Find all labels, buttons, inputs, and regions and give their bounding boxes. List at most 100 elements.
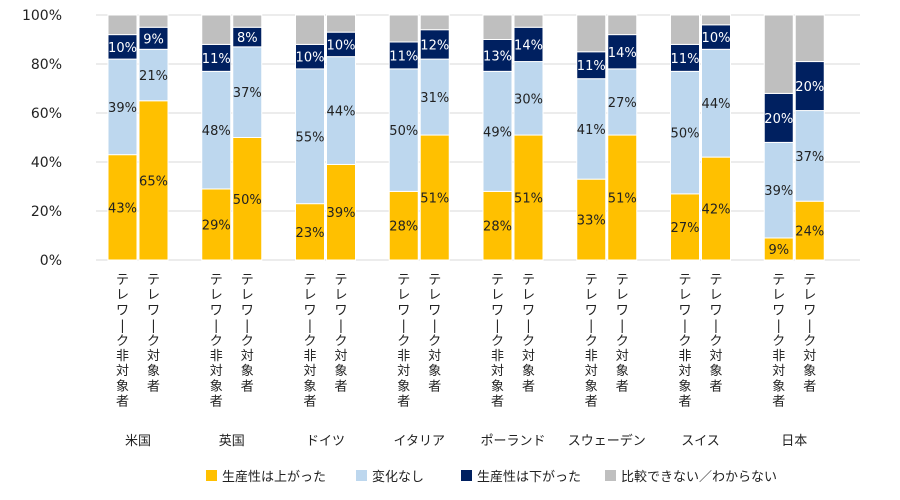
bar-category-label: テレワ|ク対象者 bbox=[522, 273, 535, 394]
data-label: 55% bbox=[296, 130, 325, 145]
bar-category-label: テレワ|ク非対象者 bbox=[210, 273, 223, 410]
bar-segment bbox=[138, 14, 169, 28]
legend-swatch bbox=[206, 470, 217, 481]
bar-category-label: テレワ|ク対象者 bbox=[241, 273, 254, 394]
bar-segment bbox=[482, 39, 513, 72]
bar-category-label: テレワ|ク対象者 bbox=[428, 273, 441, 394]
data-label: 10% bbox=[702, 31, 731, 46]
data-label: 50% bbox=[389, 124, 418, 139]
bar-segment bbox=[607, 14, 638, 36]
bar-segment bbox=[295, 14, 325, 45]
bar-category-label: テレワ|ク非対象者 bbox=[678, 273, 691, 410]
bar-category-label: テレワ|ク非対象者 bbox=[491, 273, 504, 410]
bar-segment bbox=[107, 34, 138, 60]
data-label: 9% bbox=[768, 243, 789, 258]
bar-segment bbox=[763, 92, 794, 143]
bar-segment bbox=[670, 14, 700, 45]
data-label: 50% bbox=[671, 127, 700, 142]
bar-category-label: テレワ|ク対象者 bbox=[803, 273, 816, 394]
bar-segment bbox=[513, 61, 544, 136]
bar-category-label: テレワ|ク対象者 bbox=[147, 273, 160, 394]
bar-segment bbox=[232, 46, 263, 138]
bar-segment bbox=[670, 43, 700, 72]
bar-segment bbox=[107, 14, 138, 36]
y-tick-label: 100% bbox=[22, 8, 62, 24]
bar-segment bbox=[482, 14, 513, 40]
bar-segment bbox=[326, 31, 356, 58]
data-label: 51% bbox=[608, 192, 637, 207]
legend-swatch bbox=[461, 470, 472, 481]
data-label: 10% bbox=[108, 41, 137, 56]
bar-segment bbox=[201, 43, 232, 72]
bar-segment bbox=[326, 163, 356, 261]
data-label: 31% bbox=[420, 91, 449, 106]
bar-segment bbox=[794, 14, 825, 63]
y-tick-label: 60% bbox=[31, 106, 62, 122]
data-label: 14% bbox=[608, 46, 637, 61]
data-label: 12% bbox=[420, 38, 449, 53]
data-label: 20% bbox=[795, 80, 824, 95]
bar-segment bbox=[513, 26, 544, 63]
bars: 43% 39% 10% 65% 21% 9% 29% 48% 11% 50% 37% 8% 23% 55%… bbox=[107, 14, 825, 261]
bar-category-label: テレワ|ク非対象者 bbox=[116, 273, 129, 410]
y-tick-label: 40% bbox=[31, 155, 62, 171]
bar-segment bbox=[794, 61, 825, 112]
data-label: 27% bbox=[608, 96, 637, 111]
bar-segment bbox=[295, 203, 325, 261]
country-label: スイス bbox=[681, 434, 720, 449]
data-label: 33% bbox=[577, 214, 606, 229]
data-label: 13% bbox=[483, 49, 512, 64]
data-label: 41% bbox=[577, 123, 606, 138]
country-label: ポーランド bbox=[480, 434, 545, 449]
data-label: 49% bbox=[483, 125, 512, 140]
bar-segment bbox=[513, 14, 544, 28]
data-label: 10% bbox=[296, 51, 325, 66]
bar-segment bbox=[388, 14, 419, 43]
bar-segment bbox=[670, 70, 700, 195]
data-label: 11% bbox=[202, 52, 231, 67]
bar-category-label: テレワ|ク対象者 bbox=[709, 273, 722, 394]
bar-segment bbox=[201, 188, 232, 261]
data-label: 29% bbox=[202, 218, 231, 233]
data-label: 48% bbox=[202, 124, 231, 139]
bar-segment bbox=[107, 154, 138, 261]
bar-segment bbox=[326, 14, 356, 33]
legend-swatch bbox=[356, 470, 367, 481]
data-label: 37% bbox=[233, 86, 262, 101]
bar-segment bbox=[295, 68, 325, 205]
data-label: 44% bbox=[702, 97, 731, 112]
data-label: 10% bbox=[327, 38, 356, 53]
bar-segment bbox=[607, 34, 638, 70]
data-label: 28% bbox=[483, 220, 512, 235]
bar-segment bbox=[419, 29, 450, 60]
data-label: 39% bbox=[764, 184, 793, 199]
bar-segment bbox=[232, 137, 263, 261]
data-label: 20% bbox=[764, 112, 793, 127]
bar-segment bbox=[107, 58, 138, 156]
bar-segment bbox=[576, 14, 607, 53]
bar-segment bbox=[794, 200, 825, 261]
data-label: 11% bbox=[577, 59, 606, 74]
country-label: ドイツ bbox=[306, 434, 345, 449]
data-label: 11% bbox=[389, 49, 418, 64]
data-label: 37% bbox=[795, 150, 824, 165]
bar-segment bbox=[201, 14, 232, 45]
bar-segment bbox=[138, 48, 169, 102]
legend-label: 変化なし bbox=[372, 469, 424, 485]
bar-category-label: テレワ|ク非対象者 bbox=[303, 273, 316, 410]
country-label: イタリア bbox=[394, 434, 445, 449]
bar-category-label: テレワ|ク非対象者 bbox=[585, 273, 598, 410]
data-label: 24% bbox=[795, 225, 824, 240]
legend-label: 生産性は上がった bbox=[222, 469, 326, 485]
bar-segment bbox=[607, 134, 638, 261]
bar-category-label: テレワ|ク非対象者 bbox=[772, 273, 785, 410]
data-label: 30% bbox=[514, 92, 543, 107]
data-label: 50% bbox=[233, 193, 262, 208]
data-label: 43% bbox=[108, 201, 137, 216]
country-label: 米国 bbox=[125, 434, 151, 449]
data-label: 51% bbox=[420, 192, 449, 207]
data-label: 27% bbox=[671, 221, 700, 236]
bar-segment bbox=[388, 41, 419, 70]
